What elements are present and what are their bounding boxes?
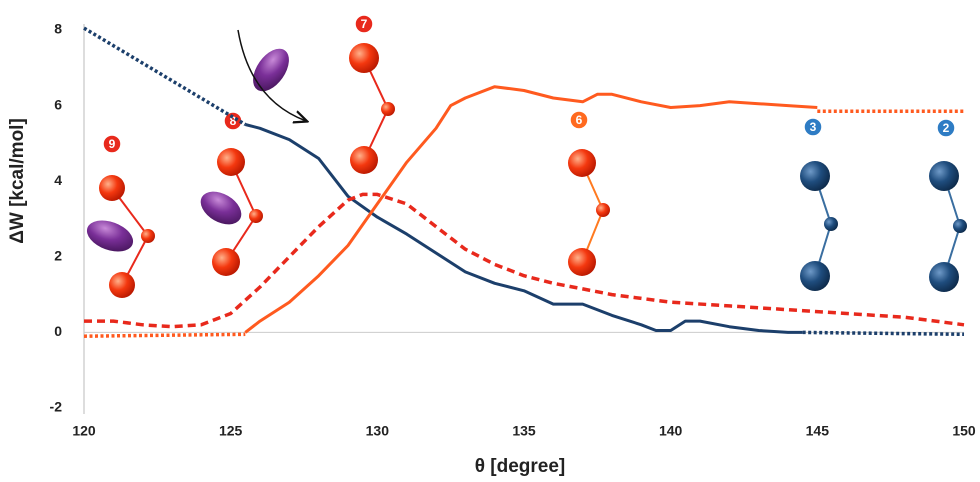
series-line <box>244 85 818 334</box>
x-axis-title: θ [degree] <box>475 456 566 477</box>
ellipsoid <box>253 48 289 92</box>
annotation: 3 <box>810 120 817 134</box>
atom <box>350 146 378 174</box>
atom <box>596 203 610 217</box>
label-badge <box>102 134 122 154</box>
label-badge <box>354 14 374 34</box>
annotation: 9 <box>109 137 116 151</box>
ellipsoid <box>200 191 242 225</box>
molecule-drawings: 9 8 7 6 3 2 <box>83 14 967 414</box>
atom <box>800 261 830 291</box>
atom <box>929 262 959 292</box>
atom <box>381 102 395 116</box>
y-tick-label: 6 <box>54 96 62 112</box>
atom <box>824 217 838 231</box>
series-line <box>83 26 247 127</box>
label-badge <box>803 117 823 137</box>
atom <box>953 219 967 233</box>
atom <box>141 229 155 243</box>
x-tick-label: 130 <box>366 423 390 439</box>
annotation: 8 <box>230 114 237 128</box>
y-tick-label: 4 <box>54 172 62 188</box>
atom <box>800 161 830 191</box>
atom <box>217 148 245 176</box>
atom <box>109 272 135 298</box>
ellipsoid <box>86 220 134 252</box>
plot-area <box>83 26 965 338</box>
y-tick-label: 2 <box>54 248 62 264</box>
x-tick-label: 145 <box>806 423 830 439</box>
y-axis-title: ΔW [kcal/mol] <box>7 118 28 244</box>
y-tick-label: 0 <box>54 323 62 339</box>
label-badge <box>936 118 956 138</box>
label-badge <box>569 110 589 130</box>
x-tick-label: 150 <box>952 423 976 439</box>
y-tick-label: -2 <box>50 399 63 415</box>
annotation: 2 <box>943 121 950 135</box>
atom <box>249 209 263 223</box>
atom <box>212 248 240 276</box>
x-tick-label: 135 <box>512 423 536 439</box>
atom <box>99 175 125 201</box>
annotation: 6 <box>576 113 583 127</box>
x-tick-label: 125 <box>219 423 243 439</box>
x-tick-label: 140 <box>659 423 683 439</box>
atom <box>349 43 379 73</box>
series-line <box>244 123 803 334</box>
rotation-arrow <box>237 29 306 121</box>
y-tick-label: 8 <box>54 21 62 37</box>
series-line <box>802 330 965 337</box>
atom <box>929 161 959 191</box>
series-line <box>84 192 965 329</box>
atom <box>568 149 596 177</box>
series-line <box>83 332 246 338</box>
atom <box>568 248 596 276</box>
annotation: 7 <box>361 17 368 31</box>
x-tick-label: 120 <box>72 423 96 439</box>
